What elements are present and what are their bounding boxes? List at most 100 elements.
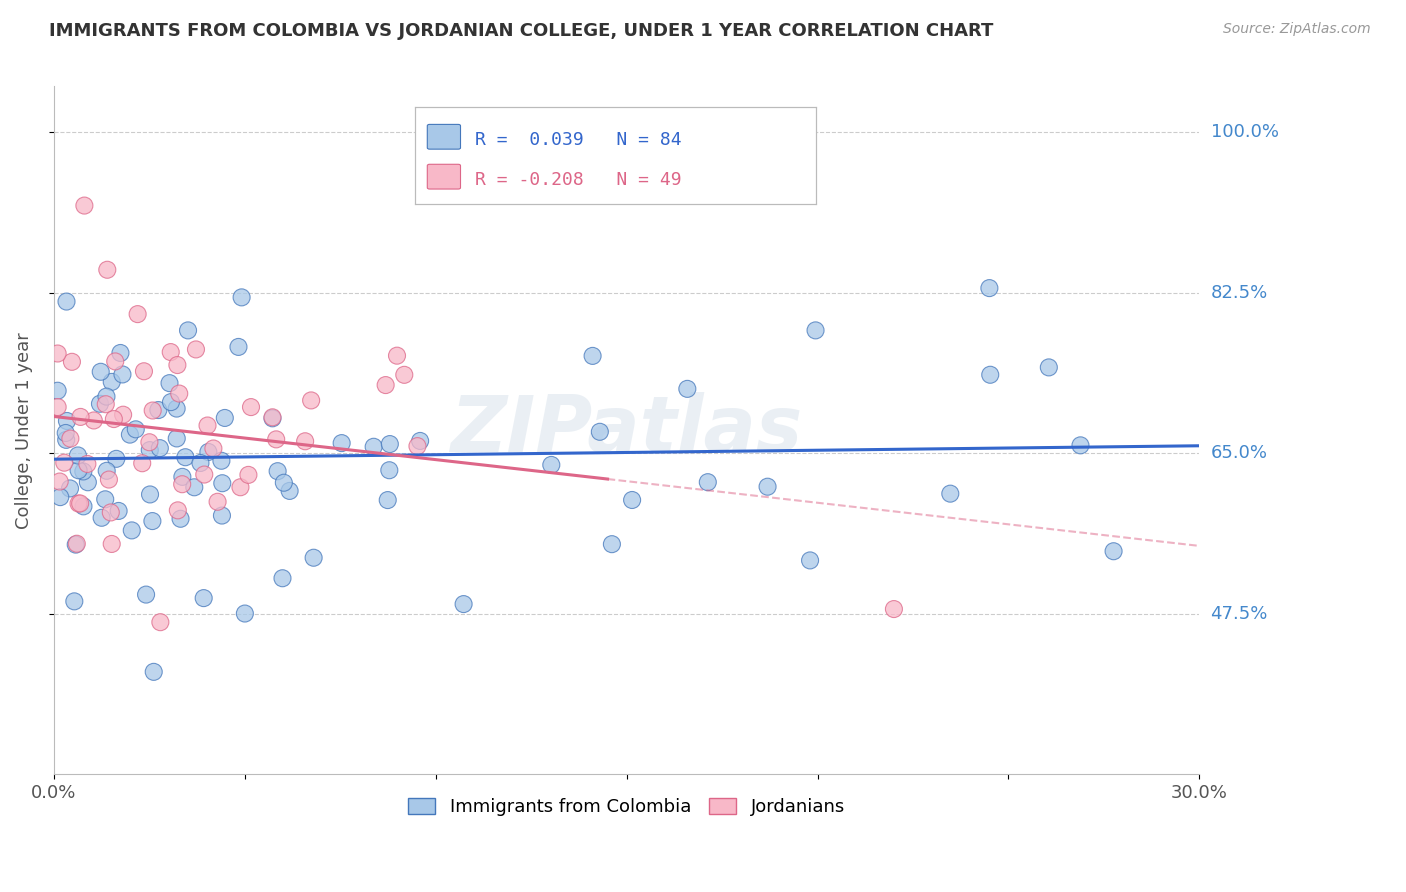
Point (142, 665, 165, 679)
Point (105, 451, 128, 466)
Point (233, 607, 256, 621)
Point (49, 490, 72, 504)
Point (538, 125, 561, 139)
Point (96, 390, 118, 404)
Point (979, 368, 1001, 382)
Point (110, 346, 132, 360)
Point (63, 594, 86, 608)
Point (193, 591, 215, 606)
Point (240, 400, 263, 414)
Point (231, 290, 253, 304)
Point (190, 456, 212, 470)
Point (1102, 544, 1125, 558)
Point (262, 411, 284, 425)
Point (211, 508, 233, 523)
Text: IMMIGRANTS FROM COLOMBIA VS JORDANIAN COLLEGE, UNDER 1 YEAR CORRELATION CHART: IMMIGRANTS FROM COLOMBIA VS JORDANIAN CO… (49, 22, 994, 40)
Point (377, 493, 399, 508)
Text: R =  0.039   N = 84: R = 0.039 N = 84 (475, 131, 682, 149)
Point (107, 504, 129, 518)
Point (118, 427, 141, 442)
Point (378, 463, 401, 477)
Point (73, 198, 96, 212)
Point (55, 433, 77, 447)
Point (207, 495, 229, 509)
Point (76, 475, 98, 490)
Point (132, 364, 155, 378)
Point (69, 409, 91, 424)
Point (56, 414, 79, 428)
Point (939, 486, 962, 500)
Point (83, 413, 105, 427)
Point (238, 467, 260, 482)
Point (264, 433, 287, 447)
Point (453, 597, 475, 611)
Point (90, 365, 112, 379)
Point (883, 602, 905, 616)
Point (266, 464, 288, 478)
Point (96, 262, 118, 277)
Point (76, 457, 98, 471)
Point (229, 480, 252, 494)
Point (214, 411, 236, 425)
Point (138, 435, 160, 450)
Point (979, 281, 1001, 295)
Point (676, 382, 699, 396)
Point (262, 410, 284, 425)
Point (804, 323, 827, 337)
Point (67, 463, 90, 477)
Point (167, 386, 190, 401)
Point (385, 349, 408, 363)
Point (96, 464, 118, 478)
Text: R = -0.208   N = 49: R = -0.208 N = 49 (475, 170, 682, 189)
Text: 47.5%: 47.5% (1211, 605, 1268, 623)
Point (72, 500, 94, 514)
Point (59, 482, 82, 496)
Point (149, 441, 172, 455)
Point (53, 456, 76, 470)
Point (100, 537, 122, 551)
Point (90, 510, 112, 524)
Point (100, 505, 122, 519)
Point (581, 349, 603, 363)
Point (159, 345, 181, 359)
Point (183, 480, 205, 494)
Point (139, 443, 162, 458)
Point (66, 449, 89, 463)
Point (59, 432, 82, 446)
Point (211, 476, 233, 491)
Legend: Immigrants from Colombia, Jordanians: Immigrants from Colombia, Jordanians (401, 791, 852, 823)
Point (294, 434, 316, 449)
FancyBboxPatch shape (427, 124, 461, 149)
Point (55, 425, 77, 440)
Point (72, 465, 94, 479)
Point (172, 477, 194, 491)
Point (148, 403, 170, 417)
Point (141, 514, 163, 528)
Point (278, 483, 301, 498)
Y-axis label: College, Under 1 year: College, Under 1 year (15, 332, 32, 529)
Point (302, 550, 325, 565)
Point (273, 475, 295, 490)
Point (142, 403, 165, 417)
Point (799, 553, 821, 567)
Point (193, 467, 215, 482)
Point (160, 395, 183, 409)
Point (177, 323, 200, 337)
Point (172, 470, 194, 484)
Point (69, 496, 91, 510)
Point (55, 294, 77, 309)
Text: 65.0%: 65.0% (1211, 444, 1268, 462)
Point (209, 454, 232, 468)
Point (374, 378, 396, 392)
Point (46, 346, 69, 360)
Point (540, 458, 562, 472)
Point (66, 537, 89, 551)
Point (184, 343, 207, 357)
Text: Source: ZipAtlas.com: Source: ZipAtlas.com (1223, 22, 1371, 37)
Point (131, 456, 153, 470)
Point (589, 425, 612, 439)
Point (330, 436, 353, 450)
Point (378, 437, 401, 451)
Point (94, 397, 117, 411)
Point (621, 493, 644, 508)
